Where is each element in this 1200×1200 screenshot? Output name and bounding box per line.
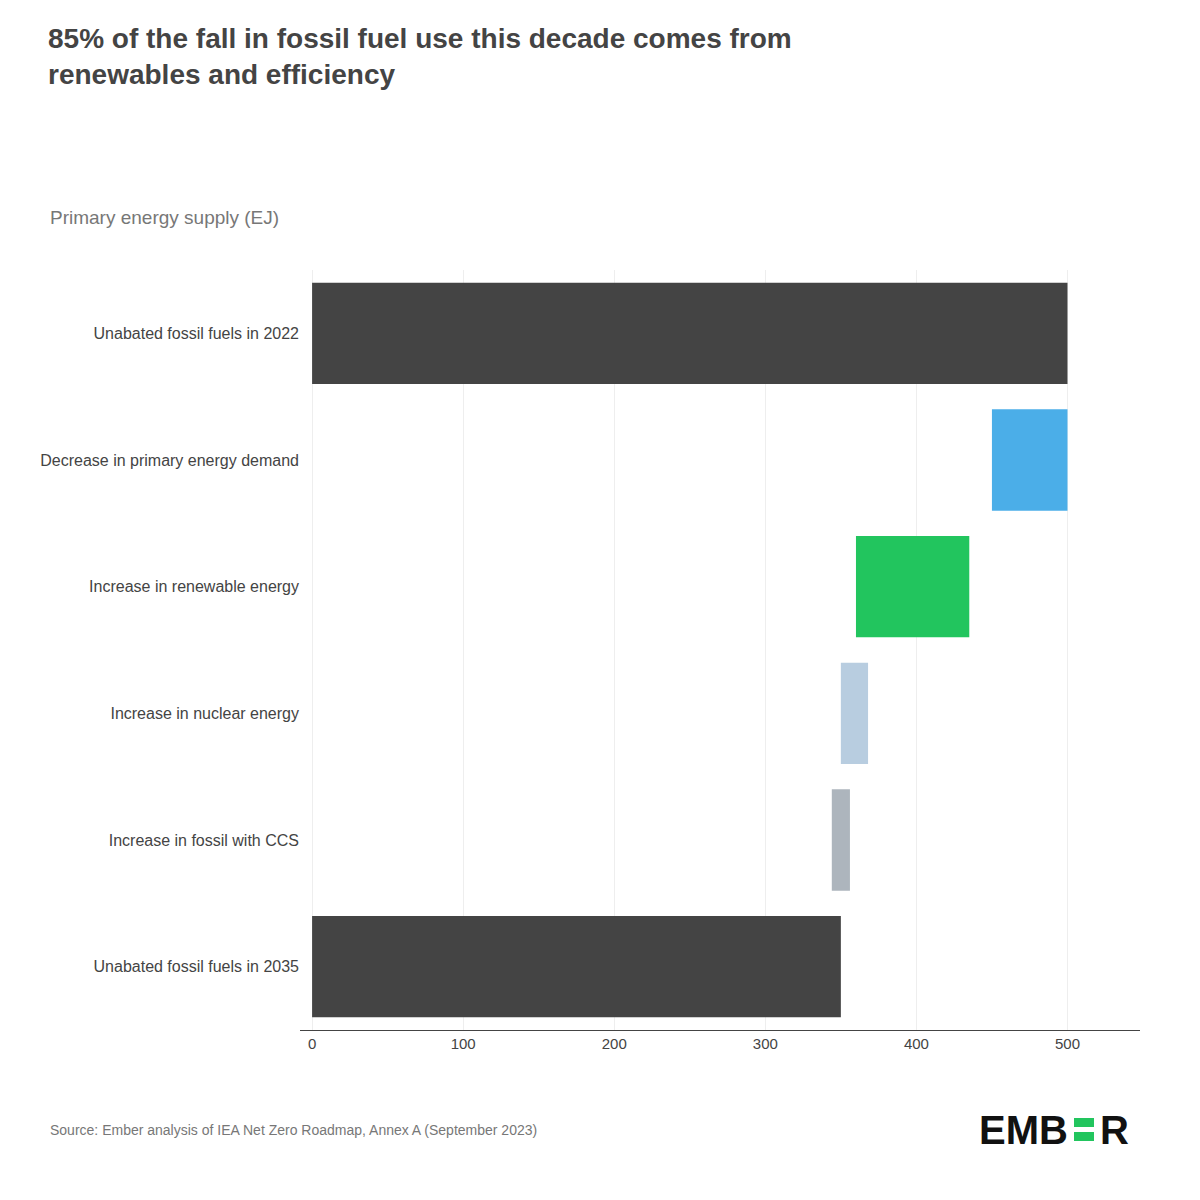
- svg-text:Unabated fossil fuels in 2022: Unabated fossil fuels in 2022: [94, 325, 300, 342]
- svg-text:500: 500: [1055, 1035, 1080, 1052]
- svg-text:Increase in nuclear energy: Increase in nuclear energy: [110, 705, 299, 722]
- svg-text:100: 100: [451, 1035, 476, 1052]
- svg-text:EMB: EMB: [979, 1108, 1068, 1152]
- svg-text:Source: Ember analysis of IEA: Source: Ember analysis of IEA Net Zero R…: [50, 1122, 537, 1138]
- svg-text:300: 300: [753, 1035, 778, 1052]
- svg-text:Increase in fossil with CCS: Increase in fossil with CCS: [109, 832, 299, 849]
- svg-text:85% of the fall in fossil fuel: 85% of the fall in fossil fuel use this …: [48, 23, 792, 90]
- svg-text:Increase in renewable energy: Increase in renewable energy: [89, 578, 299, 595]
- svg-text:0: 0: [308, 1035, 316, 1052]
- svg-text:200: 200: [602, 1035, 627, 1052]
- svg-text:Primary energy supply (EJ): Primary energy supply (EJ): [50, 207, 279, 228]
- svg-text:400: 400: [904, 1035, 929, 1052]
- svg-text:R: R: [1100, 1108, 1129, 1152]
- svg-text:Decrease in primary energy dem: Decrease in primary energy demand: [40, 452, 299, 469]
- svg-text:Unabated fossil fuels in 2035: Unabated fossil fuels in 2035: [94, 958, 300, 975]
